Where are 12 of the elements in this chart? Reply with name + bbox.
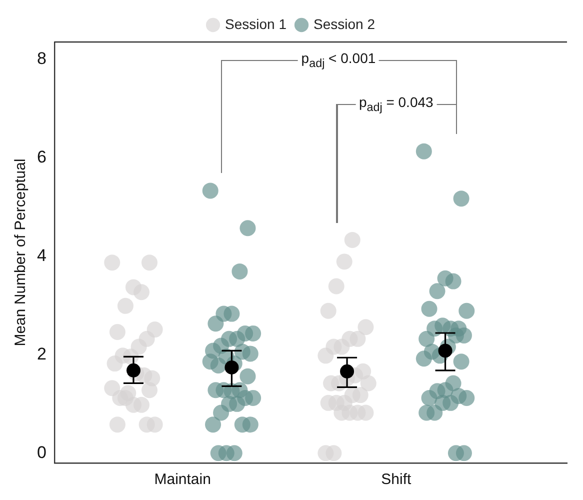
legend-label: Session 1 <box>225 16 287 32</box>
y-tick-label: 6 <box>36 147 46 166</box>
annotation: p$_{adj}$ < 0.001 <box>298 50 379 70</box>
x-tick-label: Maintain <box>154 471 211 488</box>
y-axis-title: Mean Number of Perceptual <box>12 158 30 346</box>
x-tick-label: Shift <box>381 471 412 488</box>
y-tick-label: 4 <box>36 246 46 265</box>
y-tick-label: 0 <box>36 442 46 462</box>
legend-label: Session 2 <box>314 16 376 32</box>
annotation: p$_{adj}$ = 0.043 <box>356 94 436 114</box>
y-tick-label: 8 <box>36 48 46 68</box>
y-tick-label: 2 <box>36 344 46 364</box>
